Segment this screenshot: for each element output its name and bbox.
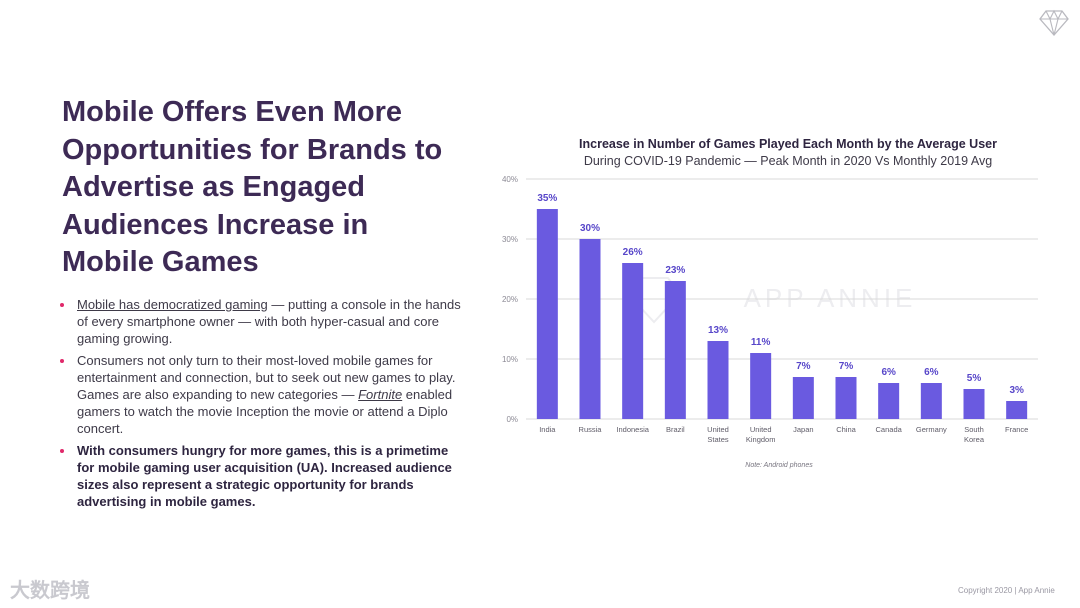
y-tick-label: 40% — [502, 175, 518, 184]
bar — [792, 377, 814, 419]
x-tick-label: Indonesia — [616, 425, 649, 434]
x-tick-label: India — [539, 425, 556, 434]
copyright-text: Copyright 2020 | App Annie — [958, 586, 1055, 595]
bar — [664, 281, 686, 419]
data-label: 11% — [751, 337, 771, 348]
data-label: 6% — [924, 367, 939, 378]
y-tick-label: 30% — [502, 235, 518, 244]
bullet-item: Consumers not only turn to their most-lo… — [58, 352, 468, 437]
chart-subtitle: During COVID-19 Pandemic — Peak Month in… — [583, 154, 993, 168]
bullet-text: With consumers hungry for more games, th… — [77, 443, 452, 509]
chart-title: Increase in Number of Games Played Each … — [579, 137, 997, 151]
x-tick-label: Kingdom — [746, 435, 776, 444]
bar — [536, 209, 558, 419]
x-tick-label: States — [707, 435, 729, 444]
x-tick-label: France — [1005, 425, 1028, 434]
bullet-list: Mobile has democratized gaming — putting… — [58, 296, 468, 515]
bullet-text: enabled gamers to watch the movie Incept… — [77, 387, 453, 436]
data-label: 3% — [1009, 385, 1024, 396]
bar — [835, 377, 857, 419]
bullet-text: Consumers not only turn to their most-lo… — [77, 353, 456, 402]
bar — [878, 383, 900, 419]
y-tick-label: 20% — [502, 295, 518, 304]
data-label: 35% — [537, 193, 557, 204]
bar — [963, 389, 985, 419]
slide-headline: Mobile Offers Even More Opportunities fo… — [62, 96, 443, 278]
bar — [579, 239, 601, 419]
data-label: 5% — [967, 373, 982, 384]
data-label: 26% — [623, 247, 643, 258]
x-tick-label: Japan — [793, 425, 813, 434]
x-tick-label: United — [750, 425, 772, 434]
bullet-text: — putting a console in the hands of ever… — [77, 297, 461, 346]
data-label: 13% — [708, 325, 728, 336]
x-tick-label: Russia — [579, 425, 603, 434]
x-tick-label: Korea — [964, 435, 985, 444]
x-tick-label: China — [836, 425, 856, 434]
x-tick-label: Brazil — [666, 425, 685, 434]
data-label: 6% — [881, 367, 896, 378]
bar — [622, 263, 644, 419]
democratized-gaming-link[interactable]: Mobile has democratized gaming — [77, 297, 268, 312]
bar — [707, 341, 729, 419]
chart-note: Note: Android phones — [745, 462, 813, 469]
y-tick-label: 0% — [506, 415, 518, 424]
diamond-logo-icon — [1039, 9, 1069, 36]
bar — [1006, 401, 1028, 419]
x-tick-label: South — [964, 425, 984, 434]
x-tick-label: Germany — [916, 425, 947, 434]
data-label: 7% — [839, 361, 854, 372]
bullet-item: Mobile has democratized gaming — putting… — [58, 296, 468, 347]
bullet-item: With consumers hungry for more games, th… — [58, 442, 468, 510]
x-tick-label: United — [707, 425, 729, 434]
y-tick-label: 10% — [502, 355, 518, 364]
fortnite-link[interactable]: Fortnite — [358, 387, 403, 402]
footer-brand-watermark: 大数跨境 — [10, 580, 90, 602]
bar — [750, 353, 772, 419]
x-tick-label: Canada — [876, 425, 903, 434]
bar — [920, 383, 942, 419]
data-label: 7% — [796, 361, 811, 372]
data-label: 30% — [580, 223, 600, 234]
data-label: 23% — [665, 265, 685, 276]
watermark-text: APP ANNIE — [744, 283, 917, 313]
bar-chart: APP ANNIE 0% 10% 20% 30% 40% 35% India 30% Russia… — [502, 175, 1038, 469]
